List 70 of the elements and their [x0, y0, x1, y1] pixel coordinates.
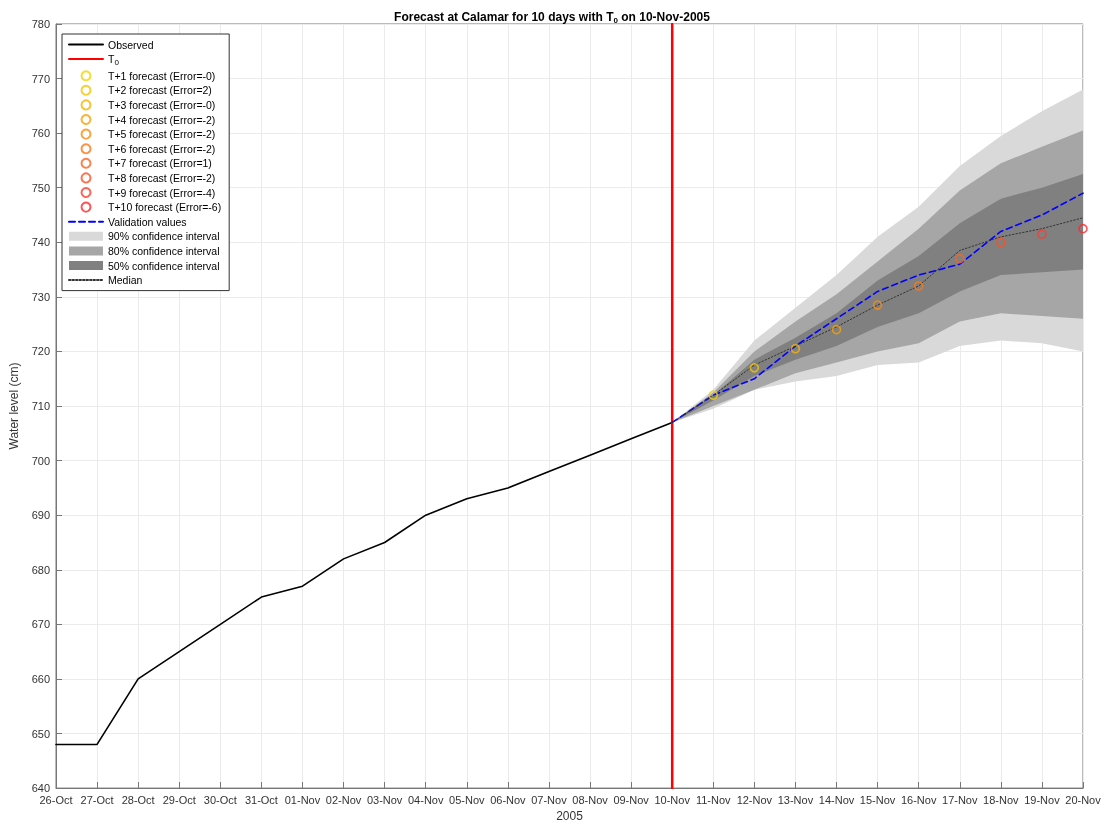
x-tick-label: 07-Nov — [531, 793, 568, 806]
legend-label: 50% confidence interval — [108, 259, 220, 272]
y-tick-label: 670 — [31, 618, 50, 631]
x-tick-label: 04-Nov — [407, 793, 444, 806]
y-tick-label: 700 — [31, 454, 50, 467]
line-series — [55, 421, 673, 746]
legend-label: T+4 forecast (Error=-2) — [108, 113, 216, 126]
legend-label: 80% confidence interval — [108, 244, 220, 257]
legend-label: Observed — [108, 38, 154, 51]
legend-label: T+7 forecast (Error=1) — [108, 157, 212, 170]
x-tick-label: 29-Oct — [162, 793, 196, 806]
x-tick-label: 17-Nov — [942, 793, 978, 806]
x-tick-label: 30-Oct — [203, 793, 237, 806]
y-tick-label: 770 — [31, 72, 50, 85]
y-tick-label: 760 — [31, 127, 50, 140]
legend-label: 90% confidence interval — [108, 230, 220, 243]
y-tick-label: 650 — [31, 727, 50, 740]
legend-label: Validation values — [108, 215, 187, 228]
x-tick-label: 01-Nov — [284, 793, 321, 806]
legend-label: Median — [108, 274, 143, 287]
x-tick-label: 26-Oct — [39, 793, 73, 806]
y-tick-label: 680 — [31, 563, 50, 576]
x-tick-label: 06-Nov — [490, 793, 527, 806]
y-tick-label: 730 — [31, 290, 50, 303]
y-tick-label: 640 — [31, 782, 50, 795]
y-tick-label: 750 — [31, 181, 50, 194]
legend-label: T+9 forecast (Error=-4) — [108, 186, 216, 199]
x-tick-label: 20-Nov — [1065, 793, 1102, 806]
legend-label: T+3 forecast (Error=-0) — [108, 98, 216, 111]
x-tick-label: 15-Nov — [859, 793, 896, 806]
x-tick-label: 18-Nov — [983, 793, 1020, 806]
x-tick-label: 16-Nov — [900, 793, 937, 806]
point — [831, 324, 842, 335]
y-tick-label: 660 — [31, 672, 50, 685]
x-tick-label: 05-Nov — [449, 793, 486, 806]
y-axis-title: Water level (cm) — [7, 362, 21, 450]
x-axis-title: 2005 — [556, 809, 584, 823]
x-tick-label: 03-Nov — [366, 793, 403, 806]
point — [872, 300, 883, 310]
x-tick-label: 28-Oct — [121, 793, 155, 806]
point — [708, 390, 719, 400]
legend-label: T+5 forecast (Error=-2) — [108, 128, 216, 141]
legend-label: T+6 forecast (Error=-2) — [108, 142, 216, 155]
x-tick-label: 27-Oct — [80, 793, 114, 806]
point — [996, 237, 1006, 248]
x-tick-label: 11-Nov — [695, 793, 732, 806]
y-tick-label: 740 — [31, 236, 50, 249]
x-tick-label: 13-Nov — [777, 793, 814, 806]
point — [749, 363, 760, 373]
point — [790, 343, 801, 354]
point — [1078, 223, 1088, 234]
x-tick-label: 12-Nov — [736, 793, 773, 806]
point — [913, 281, 924, 291]
point — [1037, 229, 1047, 239]
legend-label: T+8 forecast (Error=-2) — [108, 171, 216, 184]
x-tick-label: 09-Nov — [613, 793, 650, 806]
x-tick-label: 19-Nov — [1024, 793, 1061, 806]
x-tick-label: 10-Nov — [654, 793, 691, 806]
y-tick-label: 690 — [31, 509, 50, 522]
legend-label: T+2 forecast (Error=2) — [108, 84, 212, 97]
x-tick-label: 02-Nov — [325, 793, 362, 806]
y-tick-label: 780 — [31, 18, 50, 30]
legend-label: T+10 forecast (Error=-6) — [108, 201, 222, 214]
x-tick-label: 31-Oct — [244, 793, 278, 806]
legend-label: T+1 forecast (Error=-0) — [108, 69, 216, 82]
y-tick-label: 720 — [31, 345, 50, 358]
y-tick-label: 710 — [31, 400, 50, 413]
x-tick-label: 08-Nov — [572, 793, 609, 806]
point — [954, 253, 965, 264]
x-tick-label: 14-Nov — [818, 793, 855, 806]
